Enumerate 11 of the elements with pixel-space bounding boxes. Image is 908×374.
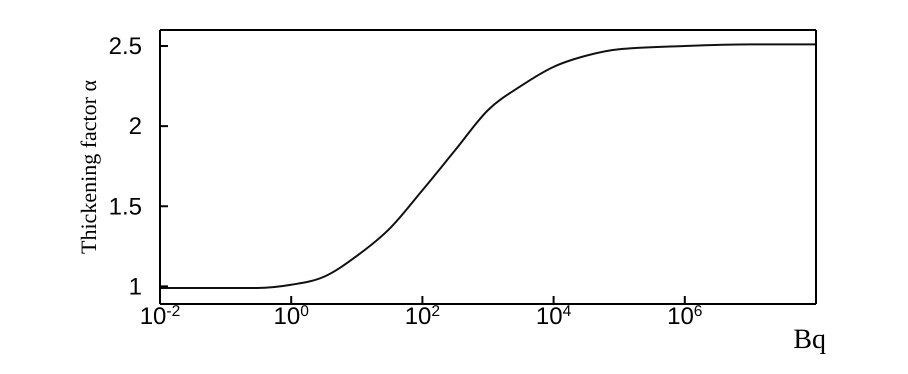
x-tick-label: 10$^{-2}$ xyxy=(140,302,180,330)
y-tick-label: 1.5 xyxy=(108,193,142,220)
x-axis-title: Bq xyxy=(793,324,826,355)
y-tick-label: 1 xyxy=(128,273,142,300)
y-tick-label: 2 xyxy=(128,113,142,140)
y-tick-label: 2.5 xyxy=(108,33,142,60)
x-tick-label: 10$^{2}$ xyxy=(404,302,440,330)
y-axis-title: Thickening factor α xyxy=(76,80,101,254)
x-tick-label: 10$^{4}$ xyxy=(536,302,572,330)
x-tick-label: 10$^{0}$ xyxy=(274,302,310,330)
x-tick-label: 10$^{6}$ xyxy=(667,302,702,330)
